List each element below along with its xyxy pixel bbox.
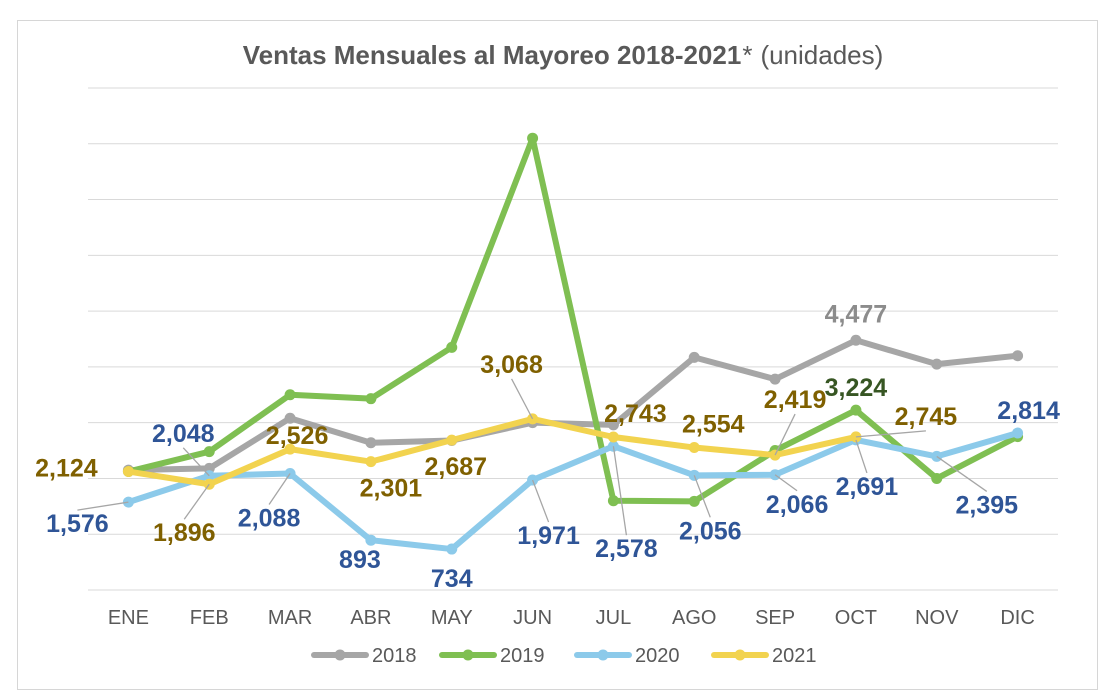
series-line-2019: [125, 135, 1021, 505]
legend-marker-2018: [334, 649, 346, 661]
data-label-2020-may: 734: [431, 565, 473, 593]
point-2020-may: [446, 543, 458, 555]
legend-marker-2019: [462, 649, 474, 661]
point-2019-mar: [284, 389, 296, 401]
leader-2021-sep: [774, 413, 796, 456]
point-2021-ene: [122, 466, 134, 478]
point-2019-abr: [365, 393, 377, 405]
point-2018-oct: [850, 334, 862, 346]
point-2019-oct: [850, 404, 862, 416]
data-label-2020-mar: 2,088: [238, 505, 301, 533]
x-tick-ago: AGO: [672, 607, 716, 629]
point-2018-dic: [1012, 350, 1024, 362]
leader-2020-ene: [77, 501, 129, 511]
point-2019-may: [446, 341, 458, 353]
point-2019-jul: [607, 495, 619, 507]
data-label-2019-oct: 3,224: [825, 374, 888, 402]
legend-label-2021: 2021: [772, 645, 817, 667]
data-labels: 4,477 3,224 1,576 2,048 2,088 893 734 1,971 2,57…: [35, 300, 1060, 593]
data-label-2021-sep: 2,419: [764, 386, 827, 414]
data-label-2021-jun: 3,068: [480, 351, 543, 379]
x-tick-oct: OCT: [835, 607, 877, 629]
legend-label-2019: 2019: [500, 645, 545, 667]
data-label-2020-sep: 2,066: [766, 491, 829, 519]
data-label-2021-ago: 2,554: [682, 411, 745, 439]
leader-2020-mar: [268, 473, 291, 505]
leader-2021-oct: [855, 430, 926, 438]
data-label-2020-abr: 893: [339, 546, 381, 574]
legend-marker-2021: [734, 649, 746, 661]
leader-2020-jun: [531, 479, 550, 523]
point-2021-ago: [688, 442, 700, 454]
point-2020-dic: [1012, 427, 1024, 439]
point-2018-jul: [607, 419, 619, 431]
x-tick-nov: NOV: [915, 607, 959, 629]
series-line-2020: [125, 430, 1021, 553]
point-2018-mar: [284, 412, 296, 424]
data-label-2020-oct: 2,691: [836, 473, 899, 501]
chart-title-asterisk: *: [742, 40, 752, 70]
x-tick-jun: JUN: [513, 607, 552, 629]
chart-title: Ventas Mensuales al Mayoreo 2018-2021* (u…: [243, 40, 884, 70]
label-leader-lines: [77, 378, 988, 536]
leader-2021-jun: [511, 378, 534, 420]
point-2021-mar: [284, 443, 296, 455]
data-label-2021-ene: 2,124: [35, 455, 98, 483]
data-label-2020-dic: 2,814: [997, 397, 1060, 425]
point-2018-ago: [688, 351, 700, 363]
legend-label-2018: 2018: [372, 645, 417, 667]
point-2019-ago: [688, 495, 700, 507]
data-label-2020-jun: 1,971: [517, 522, 580, 550]
legend: 2018 2019 2020 2021: [311, 645, 817, 667]
x-tick-abr: ABR: [350, 607, 391, 629]
data-label-2021-oct: 2,745: [895, 403, 958, 431]
point-2019-feb: [203, 446, 215, 458]
point-2021-may: [446, 434, 458, 446]
x-tick-jul: JUL: [596, 607, 632, 629]
chart-title-main: Ventas Mensuales al Mayoreo 2018-2021: [243, 40, 742, 70]
leader-2020-ago: [693, 475, 711, 518]
data-label-2020-jul: 2,578: [595, 535, 658, 563]
point-2021-abr: [365, 456, 377, 468]
data-label-2020-ago: 2,056: [679, 517, 742, 545]
data-label-2020-nov: 2,395: [955, 491, 1018, 519]
chart-subtitle: (unidades): [760, 40, 883, 70]
x-tick-feb: FEB: [190, 607, 229, 629]
data-label-2021-mar: 2,526: [266, 422, 329, 450]
point-2021-jul: [607, 431, 619, 443]
series-lines: [122, 132, 1024, 555]
leader-2020-jul: [612, 446, 628, 536]
data-label-2021-jul: 2,743: [604, 400, 667, 428]
grid-lines: [88, 87, 1058, 591]
chart-frame: [17, 20, 1098, 690]
point-2019-jun: [527, 132, 539, 144]
data-label-2021-may: 2,687: [424, 453, 487, 481]
leader-2020-nov: [936, 455, 988, 492]
leader-2020-feb: [182, 447, 210, 477]
x-axis-ticks: ENE FEB MAR ABR MAY JUN JUL AGO SEP OCT NOV DIC: [108, 607, 1035, 629]
leader-2020-sep: [774, 474, 798, 492]
legend-marker-2020: [597, 649, 609, 661]
x-tick-dic: DIC: [1000, 607, 1034, 629]
point-2018-abr: [365, 437, 377, 449]
legend-label-2020: 2020: [635, 645, 680, 667]
point-2018-sep: [769, 373, 781, 385]
data-label-2020-ene: 1,576: [46, 510, 109, 538]
data-label-2020-feb: 2,048: [152, 420, 215, 448]
data-label-2018-oct: 4,477: [825, 300, 888, 328]
leader-2021-feb: [183, 483, 210, 520]
data-label-2021-abr: 2,301: [360, 475, 423, 503]
x-tick-sep: SEP: [755, 607, 795, 629]
series-line-2021: [125, 415, 859, 488]
series-line-2018: [125, 337, 1021, 474]
data-label-2021-feb: 1,896: [153, 519, 216, 547]
point-2020-abr: [365, 534, 377, 546]
x-tick-mar: MAR: [268, 607, 312, 629]
point-2019-nov: [931, 472, 943, 484]
point-2018-nov: [931, 358, 943, 370]
x-tick-may: MAY: [431, 607, 473, 629]
x-tick-ene: ENE: [108, 607, 149, 629]
leader-2020-oct: [855, 439, 868, 474]
